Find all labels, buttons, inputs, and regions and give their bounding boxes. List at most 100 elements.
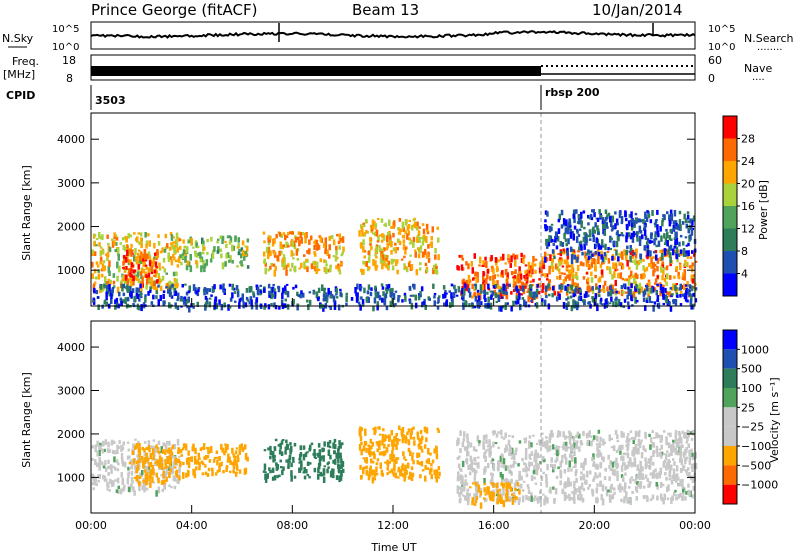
echo-cell <box>619 253 623 258</box>
echo-cell <box>501 454 504 460</box>
echo-cell <box>466 492 469 498</box>
echo-cell <box>488 454 491 458</box>
echo-cell <box>340 458 343 464</box>
echo-cell <box>184 443 188 451</box>
echo-cell <box>237 457 240 463</box>
echo-cell <box>91 273 94 280</box>
echo-cell <box>106 234 109 239</box>
echo-cell <box>651 475 655 479</box>
echo-cell <box>397 298 400 303</box>
echo-cell <box>434 254 437 260</box>
echo-cell <box>104 276 107 283</box>
echo-cell <box>145 240 149 246</box>
echo-cell <box>307 303 310 311</box>
echo-cell <box>231 461 235 466</box>
echo-cell <box>621 254 624 260</box>
echo-cell <box>425 236 428 243</box>
echo-cell <box>170 242 173 246</box>
echo-cell <box>508 434 511 437</box>
echo-cell <box>332 468 335 474</box>
echo-cell <box>561 455 564 459</box>
echo-cell <box>169 466 172 470</box>
echo-cell <box>404 436 407 443</box>
echo-cell <box>555 445 558 453</box>
echo-cell <box>636 288 639 294</box>
echo-cell <box>467 263 470 270</box>
echo-cell <box>603 280 607 286</box>
echo-cell <box>432 265 436 270</box>
echo-cell <box>328 254 331 259</box>
echo-cell <box>627 289 630 296</box>
echo-cell <box>674 494 678 497</box>
echo-cell <box>593 265 597 272</box>
echo-cell <box>355 295 359 303</box>
echo-cell <box>133 232 136 235</box>
echo-cell <box>365 230 368 233</box>
echo-cell <box>578 433 581 439</box>
echo-cell <box>674 249 677 254</box>
echo-cell <box>177 458 181 464</box>
echo-cell <box>271 243 275 247</box>
echo-cell <box>541 442 544 447</box>
echo-cell <box>512 253 515 258</box>
echo-cell <box>376 458 380 462</box>
echo-cell <box>332 239 336 246</box>
echo-cell <box>372 427 375 431</box>
echo-cell <box>162 442 165 447</box>
echo-cell <box>402 467 406 472</box>
echo-cell <box>600 494 603 501</box>
echo-cell <box>107 441 110 448</box>
echo-cell <box>433 300 436 307</box>
echo-cell <box>122 283 126 289</box>
x-tick-label: 16:00 <box>478 519 510 532</box>
echo-cell <box>688 471 691 477</box>
echo-cell <box>528 496 531 501</box>
echo-cell <box>396 247 399 251</box>
echo-cell <box>649 437 653 443</box>
echo-cell <box>281 257 285 264</box>
echo-cell <box>654 231 657 236</box>
echo-cell <box>571 230 574 234</box>
echo-cell <box>270 262 273 267</box>
echo-cell <box>570 257 574 264</box>
echo-cell <box>565 267 569 270</box>
echo-cell <box>162 293 165 299</box>
echo-cell <box>547 238 550 243</box>
echo-cell <box>244 245 247 248</box>
echo-cell <box>246 299 250 302</box>
echo-cell <box>586 234 590 238</box>
echo-cell <box>159 278 163 282</box>
echo-cell <box>468 466 471 470</box>
echo-cell <box>544 442 547 449</box>
echo-cell <box>149 469 152 474</box>
echo-cell <box>264 267 267 275</box>
echo-cell <box>127 466 130 471</box>
echo-cell <box>436 301 440 304</box>
echo-cell <box>524 463 528 469</box>
echo-cell <box>648 481 651 488</box>
echo-cell <box>596 225 599 231</box>
echo-cell <box>270 292 273 300</box>
echo-cell <box>272 283 275 287</box>
echo-cell <box>146 459 149 462</box>
echo-cell <box>249 286 253 293</box>
echo-cell <box>647 465 651 469</box>
echo-cell <box>690 448 693 453</box>
echo-cell <box>385 289 389 294</box>
echo-cell <box>632 291 636 298</box>
echo-cell <box>398 439 401 442</box>
echo-cell <box>126 254 129 261</box>
echo-cell <box>615 249 618 256</box>
echo-cell <box>667 484 670 491</box>
echo-cell <box>116 477 120 480</box>
echo-cell <box>397 295 400 301</box>
echo-cell <box>675 266 678 271</box>
echo-cell <box>121 286 124 292</box>
echo-cell <box>622 305 626 308</box>
echo-cell <box>163 300 166 305</box>
echo-cell <box>578 446 581 452</box>
echo-cell <box>535 292 539 298</box>
echo-cell <box>509 480 512 485</box>
echo-cell <box>195 261 199 269</box>
